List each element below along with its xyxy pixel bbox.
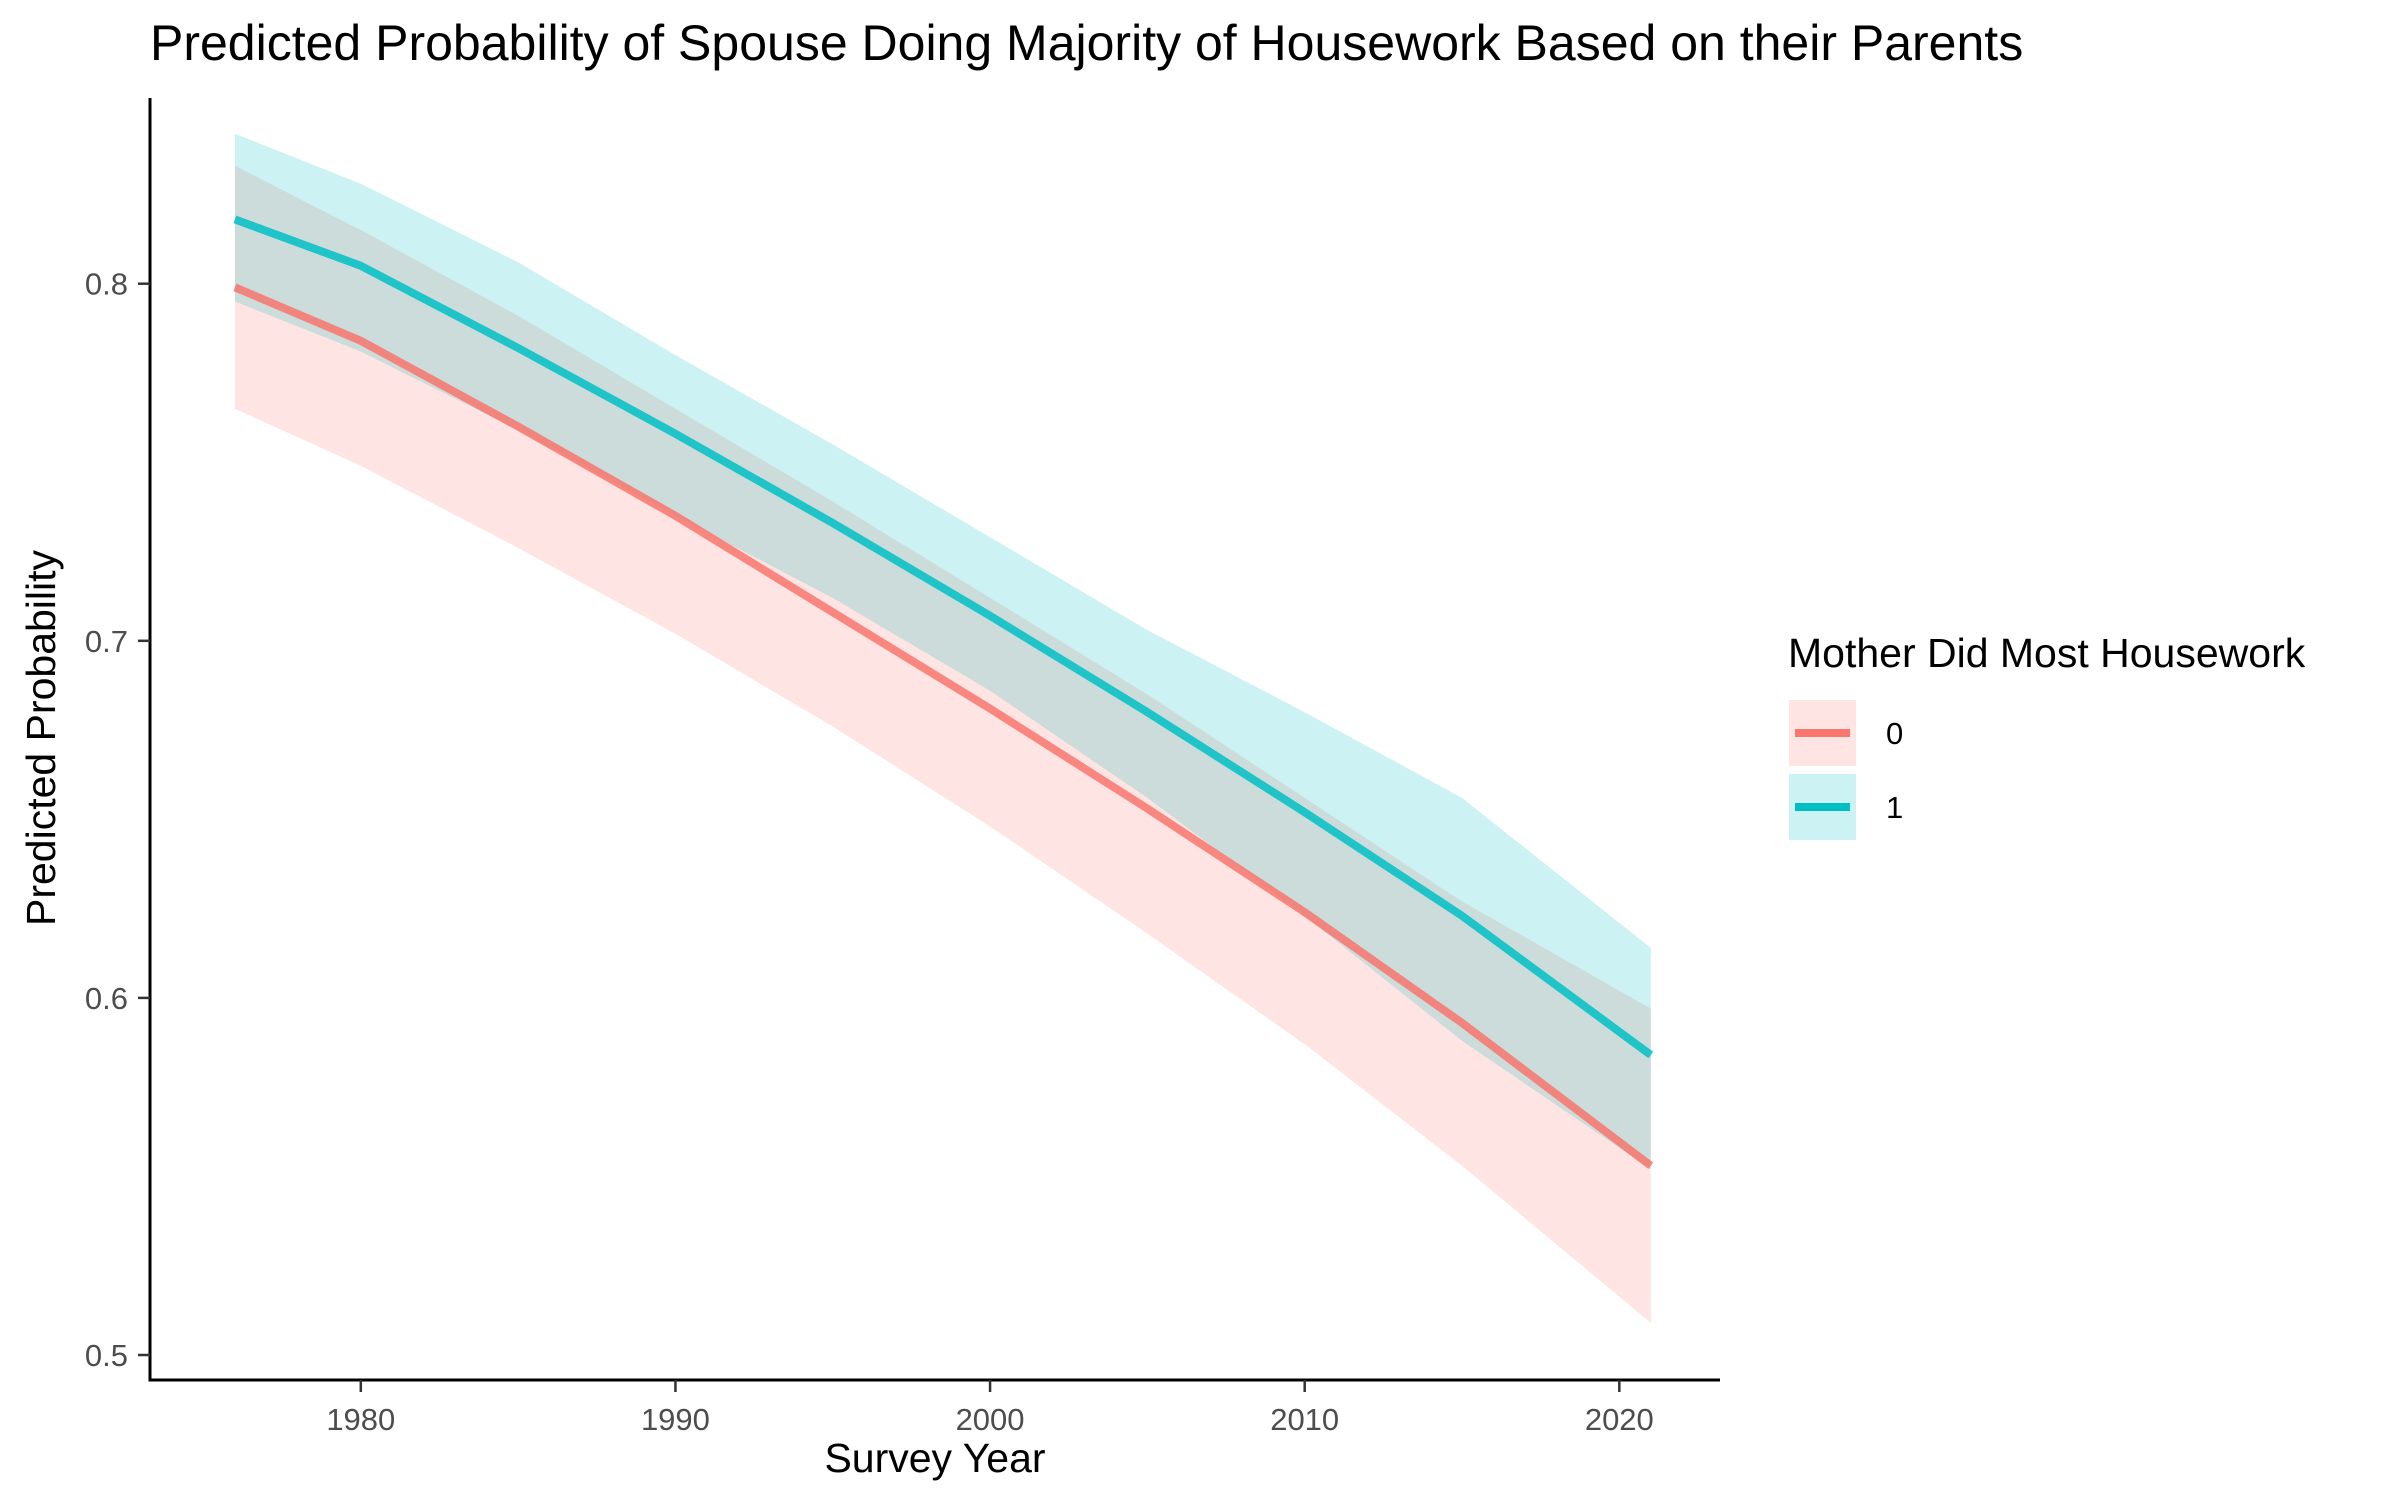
x-tick-label: 2010 — [1270, 1402, 1339, 1437]
legend-items: 01 — [1789, 700, 1903, 840]
legend: Mother Did Most Housework 01 — [1788, 630, 2306, 840]
series-line-0 — [233, 283, 1654, 1169]
legend-title: Mother Did Most Housework — [1788, 630, 2306, 676]
series-line-1 — [233, 215, 1654, 1059]
plot-area — [233, 133, 1654, 1323]
y-tick-label: 0.6 — [85, 981, 128, 1016]
y-tick-label: 0.5 — [85, 1338, 128, 1373]
x-axis-title: Survey Year — [824, 1435, 1045, 1481]
confidence-band-1 — [234, 133, 1651, 1170]
legend-label-1: 1 — [1886, 790, 1903, 825]
y-axis-ticks: 0.5 0.6 0.7 0.8 — [85, 267, 150, 1373]
y-tick-label: 0.8 — [85, 267, 128, 302]
x-tick-label: 1980 — [326, 1402, 395, 1437]
confidence-bands — [234, 133, 1651, 1323]
chart-title: Predicted Probability of Spouse Doing Ma… — [150, 15, 2023, 71]
y-axis-title: Predicted Probability — [18, 549, 64, 926]
x-tick-label: 2020 — [1585, 1402, 1654, 1437]
x-tick-label: 1990 — [641, 1402, 710, 1437]
confidence-band-0 — [234, 165, 1651, 1323]
legend-label-0: 0 — [1886, 716, 1903, 751]
x-tick-label: 2000 — [956, 1402, 1025, 1437]
x-axis-ticks: 1980 1990 2000 2010 2020 — [326, 1380, 1654, 1437]
y-tick-label: 0.7 — [85, 624, 128, 659]
series-lines — [233, 215, 1654, 1169]
